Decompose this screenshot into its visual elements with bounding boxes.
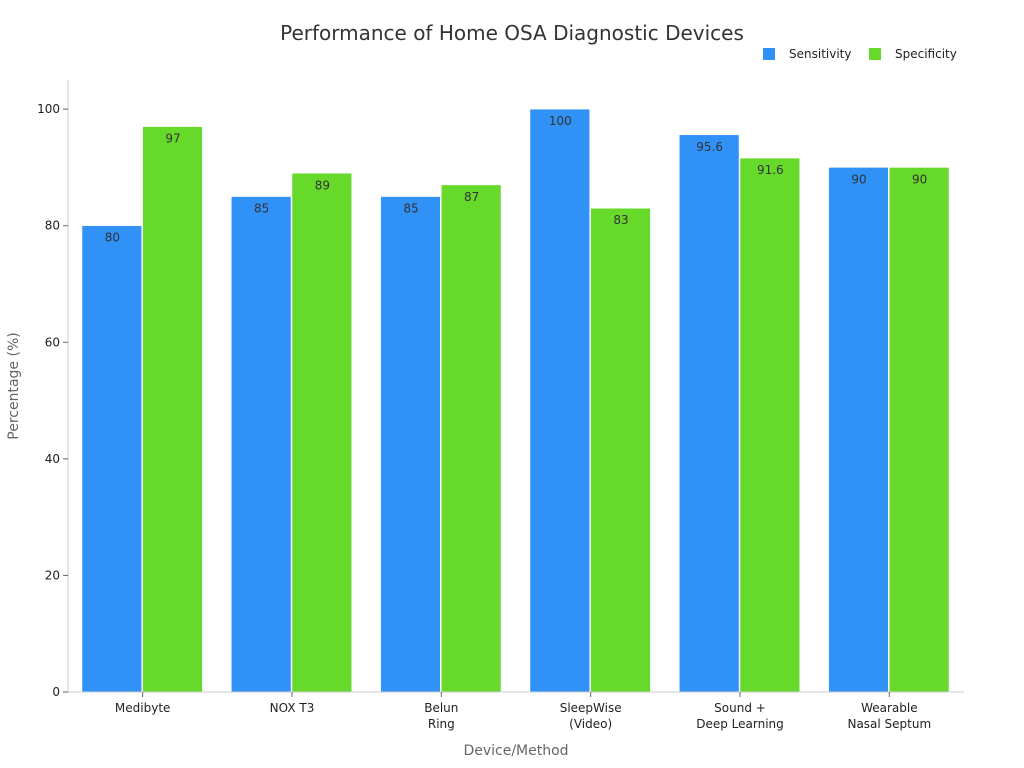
x-tick-label-line: Deep Learning	[696, 717, 784, 731]
x-tick-label-line: (Video)	[569, 717, 612, 731]
data-label: 97	[165, 132, 180, 146]
x-tick-label-line: Nasal Septum	[847, 717, 931, 731]
bar-specificity	[441, 184, 502, 693]
data-label: 90	[912, 172, 927, 186]
x-tick-label: Belun Ring	[424, 701, 458, 731]
legend: Sensitivity Specificity	[763, 47, 957, 61]
data-label: 85	[254, 202, 269, 216]
bar-sensitivity	[828, 167, 889, 693]
legend-label-sensitivity: Sensitivity	[789, 47, 851, 61]
bar-specificity	[142, 126, 203, 693]
data-label: 85	[403, 202, 418, 216]
y-tick-label: 20	[45, 568, 60, 582]
axes-group	[67, 80, 964, 693]
x-tick-label-line: Wearable	[861, 701, 918, 715]
legend-swatch-specificity	[869, 48, 881, 60]
x-tick-label: NOX T3	[270, 701, 315, 715]
chart-title: Performance of Home OSA Diagnostic Devic…	[280, 21, 744, 45]
data-label: 89	[315, 178, 330, 192]
data-label: 90	[851, 172, 866, 186]
bar-sensitivity	[679, 134, 740, 693]
x-tick-label: Wearable Nasal Septum	[847, 701, 931, 731]
x-tick-label-line: NOX T3	[270, 701, 315, 715]
data-label: 95.6	[696, 140, 723, 154]
x-tick-label-line: Sound +	[714, 701, 766, 715]
bar-sensitivity	[380, 196, 441, 693]
y-tick-label: 60	[45, 335, 60, 349]
bar-specificity	[739, 157, 800, 693]
y-ticks-group: 0 20 40 60 80 100	[37, 102, 68, 699]
data-labels-group: 80 97 85 89 85 87 100 83 95.6 91.6 90 90	[105, 114, 928, 245]
bars-group	[81, 108, 950, 693]
legend-swatch-sensitivity	[763, 48, 775, 60]
y-tick-label: 80	[45, 219, 60, 233]
legend-label-specificity: Specificity	[895, 47, 957, 61]
x-tick-label-line: Belun	[424, 701, 458, 715]
y-tick-label: 40	[45, 452, 60, 466]
y-axis-label: Percentage (%)	[6, 332, 22, 439]
x-axis-label: Device/Method	[463, 743, 568, 759]
bar-sensitivity	[231, 196, 292, 693]
bar-specificity	[291, 173, 352, 693]
x-tick-label: Medibyte	[115, 701, 171, 715]
x-tick-label-line: SleepWise	[560, 701, 622, 715]
y-tick-label: 100	[37, 102, 60, 116]
x-tick-label-line: Ring	[428, 717, 455, 731]
x-tick-label: SleepWise (Video)	[560, 701, 622, 731]
plot-area: 80 97 85 89 85 87 100 83 95.6 91.6 90 90 0 20 40 60 80 1…	[37, 80, 964, 731]
bar-sensitivity	[529, 108, 590, 693]
data-label: 100	[549, 114, 572, 128]
bar-specificity	[889, 167, 950, 693]
x-tick-label: Sound + Deep Learning	[696, 701, 784, 731]
data-label: 80	[105, 231, 120, 245]
bar-sensitivity	[81, 225, 142, 693]
data-label: 91.6	[757, 163, 784, 177]
x-tick-label-line: Medibyte	[115, 701, 171, 715]
y-tick-label: 0	[52, 685, 60, 699]
data-label: 83	[613, 213, 628, 227]
data-label: 87	[464, 190, 479, 204]
bar-specificity	[590, 207, 651, 693]
